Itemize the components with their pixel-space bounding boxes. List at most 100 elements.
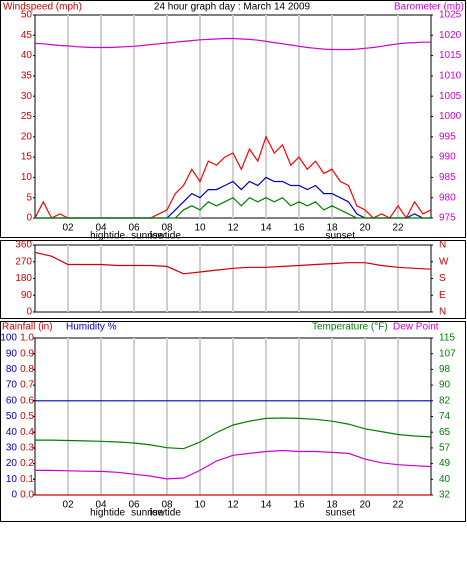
x-tick-label: 14 [260,223,272,234]
y-tick-label: N [439,307,446,318]
annotation: hightide [90,231,125,242]
y-tick-label: 50 [6,411,18,422]
y-tick-label: 1020 [439,30,462,41]
y-tick-label: 40 [21,50,33,61]
x-tick-label: 12 [227,223,239,234]
annotation: lowtide [150,231,182,242]
y-tick-label: 0.8 [20,364,34,375]
y-tick-label: 50 [21,10,33,21]
x-tick-label: 08 [161,500,173,511]
y-axis-label: Windspeed (mph) [3,2,82,13]
x-tick-label: 20 [359,500,371,511]
y-tick-label: 70 [6,380,18,391]
y-tick-label: 0.7 [20,380,34,391]
y-tick-label: 5 [26,192,32,203]
y-tick-label: 0.9 [20,348,34,359]
y-tick-label: 1.0 [20,333,34,344]
x-tick-label: 06 [128,500,140,511]
y-tick-label: 0.3 [20,443,34,454]
y-tick-label: 32 [439,490,451,501]
y-tick-label: 15 [21,152,33,163]
y-tick-label: N [439,240,446,251]
y-tick-label: 0.5 [20,411,34,422]
y-tick-label: 1015 [439,50,462,61]
x-tick-label: 14 [260,500,272,511]
y-tick-label: 990 [439,152,456,163]
y-tick-label: W [439,256,449,267]
series-line [35,449,432,480]
chart-title: 24 hour graph day : March 14 2009 [154,2,311,13]
annotation: sunset [326,508,356,519]
y-tick-label: 115 [439,333,455,344]
y-tick-label: 0 [26,213,32,224]
y-tick-label: 180 [15,273,32,284]
annotation: sunrise [131,231,164,242]
x-tick-label: 06 [128,223,140,234]
y-tick-label: 0.0 [20,490,34,501]
y-tick-label: 45 [21,30,33,41]
y-tick-label: 1010 [439,71,462,82]
y-tick-label: 0 [11,490,17,501]
series-line [34,251,432,275]
legend-label: Dew Point [393,322,439,333]
y-tick-label: 74 [439,411,451,422]
y-tick-label: 25 [21,111,33,122]
y-tick-label: 1025 [439,10,462,21]
y-tick-label: 0.4 [20,427,34,438]
x-tick-label: 18 [326,500,338,511]
y-tick-label: 57 [439,443,451,454]
x-tick-label: 02 [62,500,74,511]
x-tick-label: 04 [95,223,107,234]
x-tick-label: 16 [293,223,305,234]
x-tick-label: 22 [392,500,404,511]
y-tick-label: 1005 [439,91,462,102]
y-tick-label: 60 [6,395,18,406]
y-tick-label: 40 [6,427,18,438]
y-tick-label: 30 [21,91,33,102]
y-tick-label: 82 [439,395,451,406]
y-tick-label: 0.1 [20,474,34,485]
y-tick-label: 980 [439,192,456,203]
y-tick-label: 10 [21,172,33,183]
y-tick-label: 995 [439,131,456,142]
y-tick-label: 985 [439,172,456,183]
annotation: hightide [90,508,125,519]
legend-label: Humidity % [66,322,117,333]
y-tick-label: 107 [439,348,456,359]
x-tick-label: 16 [293,500,305,511]
y-tick-label: 0 [26,307,32,318]
y-tick-label: 20 [21,131,33,142]
series-line [35,196,431,219]
y-tick-label: 100 [0,333,17,344]
y-tick-label: 80 [6,364,18,375]
y-tick-label: 1000 [439,111,462,122]
x-tick-label: 08 [161,223,173,234]
x-tick-label: 18 [326,223,338,234]
annotation: lowtide [150,508,182,519]
x-tick-label: 20 [359,223,371,234]
x-tick-label: 10 [194,223,206,234]
legend-label: Rainfall (in) [2,322,53,333]
y-tick-label: 975 [439,213,456,224]
y-tick-label: 0.2 [20,458,34,469]
y-tick-label: 90 [21,290,33,301]
y-tick-label: 40 [439,474,451,485]
y-tick-label: 98 [439,364,451,375]
legend-label: Temperature (°F) [312,322,388,333]
y2-axis-label: Barometer (mb) [394,2,464,13]
y-tick-label: 360 [15,240,32,251]
y-tick-label: 49 [439,458,451,469]
y-tick-label: E [439,290,446,301]
x-tick-label: 22 [392,223,404,234]
y-tick-label: 90 [6,348,18,359]
series-line [35,417,432,450]
x-tick-label: 12 [227,500,239,511]
annotation: sunset [326,231,356,242]
x-tick-label: 04 [95,500,107,511]
series-line [34,37,431,51]
y-tick-label: 20 [6,458,18,469]
y-tick-label: S [439,273,446,284]
y-tick-label: 35 [21,71,33,82]
x-tick-label: 02 [62,223,74,234]
